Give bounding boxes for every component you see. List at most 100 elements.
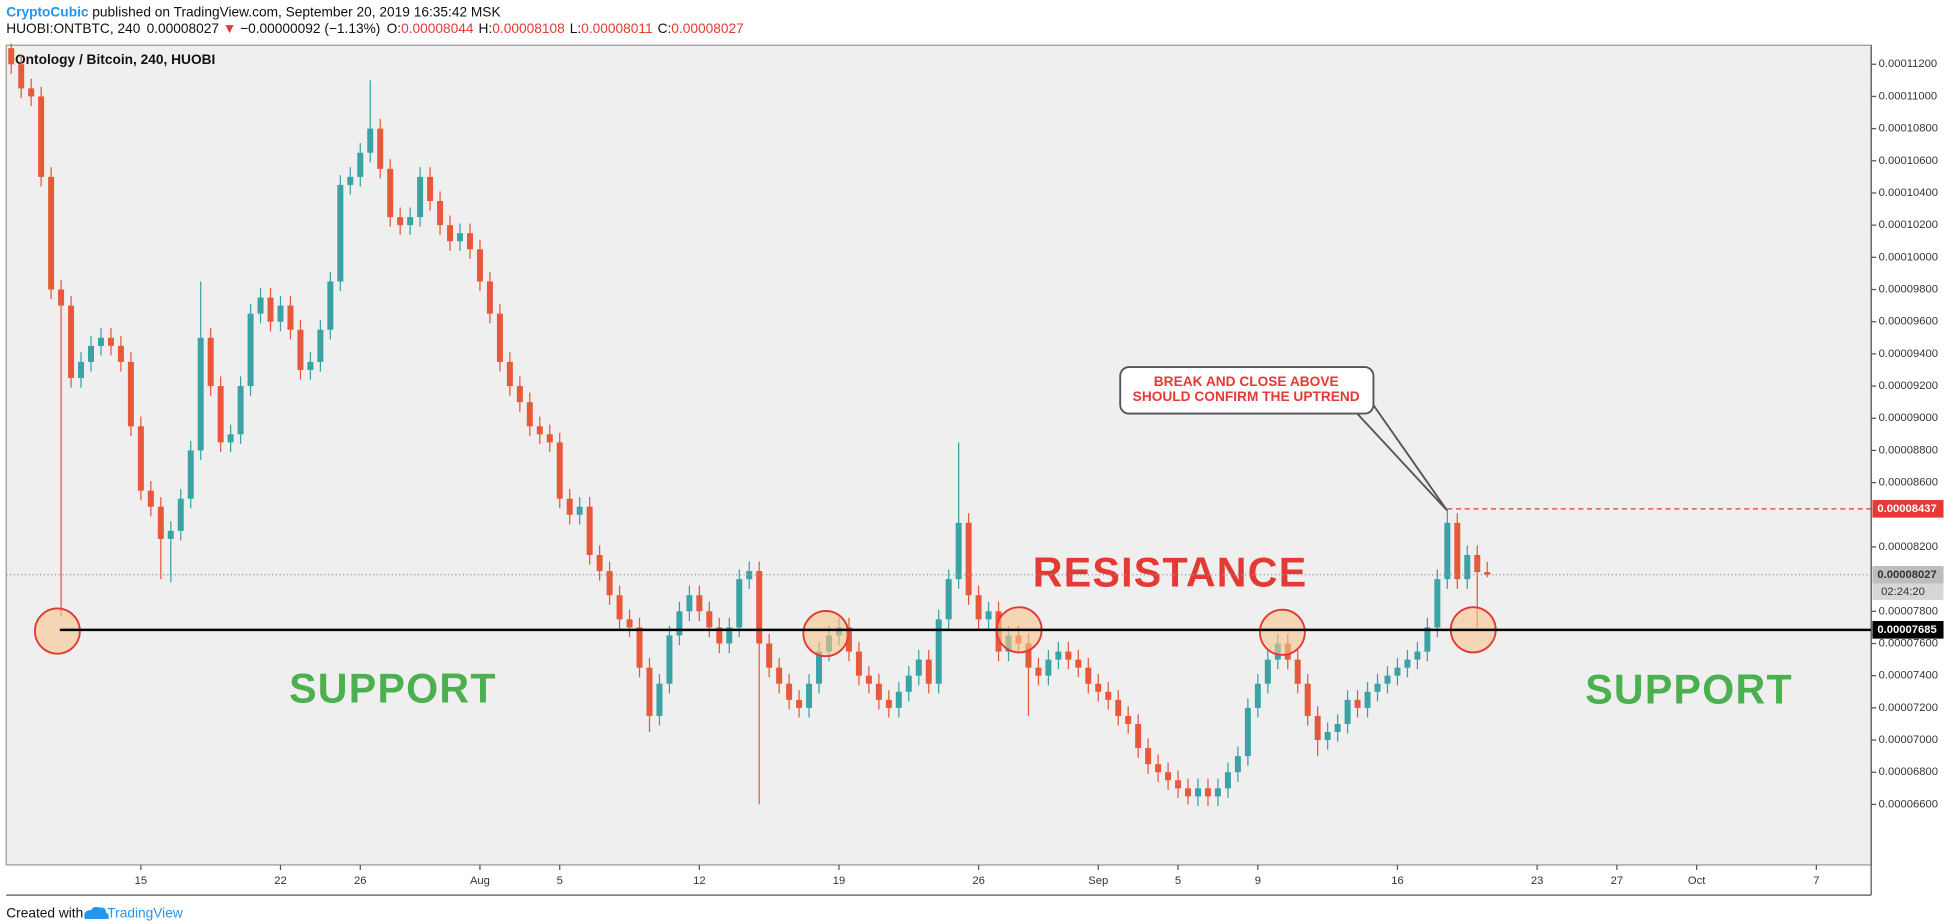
x-tick-label: 5 bbox=[1175, 875, 1181, 887]
candle-body bbox=[1244, 707, 1251, 757]
candle-body bbox=[656, 683, 663, 716]
circle bbox=[1258, 608, 1306, 656]
y-tick-label: 0.00009000 bbox=[1879, 412, 1938, 424]
candle-body bbox=[297, 329, 304, 370]
candle-body bbox=[437, 201, 444, 226]
candle-body bbox=[1344, 699, 1351, 724]
candle-body bbox=[955, 522, 962, 580]
y-tick-label: 0.00006600 bbox=[1879, 798, 1938, 810]
direction: ▼ bbox=[223, 21, 237, 36]
candle-body bbox=[1224, 772, 1231, 789]
candle-body bbox=[367, 128, 374, 153]
change: −0.00000092 (−1.13%) bbox=[240, 21, 380, 36]
y-tick-label: 0.00011000 bbox=[1879, 90, 1937, 102]
candle-body bbox=[1065, 651, 1072, 660]
y-tick-label: 0.00010800 bbox=[1879, 123, 1938, 135]
published: published on TradingView.com, September … bbox=[92, 4, 501, 19]
candle-body bbox=[107, 337, 114, 346]
x-tick-label: 26 bbox=[354, 875, 366, 887]
candle-body bbox=[147, 490, 154, 507]
candle-body bbox=[646, 667, 653, 716]
candle-body bbox=[277, 305, 284, 322]
countdown: 02:24:20 bbox=[1881, 586, 1925, 598]
candle-body bbox=[1444, 522, 1451, 580]
candle-body bbox=[117, 345, 124, 362]
resistance-price: 0.00008437 bbox=[1877, 503, 1936, 515]
resistance-price-box bbox=[1872, 500, 1944, 518]
candle-body bbox=[686, 595, 693, 612]
resistance-label: RESISTANCE bbox=[1033, 550, 1308, 596]
candle-body bbox=[177, 498, 184, 531]
candle-body bbox=[417, 176, 424, 218]
candle-body bbox=[197, 337, 204, 451]
y-tick-label: 0.00007400 bbox=[1879, 670, 1938, 682]
candle-body bbox=[556, 442, 563, 499]
candle-body bbox=[1125, 715, 1132, 724]
candle-body bbox=[1304, 683, 1311, 716]
candle-body bbox=[157, 506, 164, 539]
candle-body bbox=[257, 297, 264, 314]
logo bbox=[84, 906, 109, 919]
footer-text: Created with bbox=[6, 906, 83, 921]
candle-body bbox=[8, 48, 15, 65]
x-tick-label: 7 bbox=[1813, 875, 1819, 887]
candle-body bbox=[546, 434, 553, 443]
candle-body bbox=[696, 595, 703, 612]
candle-body bbox=[816, 651, 823, 684]
candle-body bbox=[28, 88, 35, 97]
candle-body bbox=[786, 683, 793, 700]
candle-body bbox=[78, 361, 85, 379]
high-value: 0.00008108 bbox=[492, 21, 565, 36]
candle-body bbox=[716, 627, 723, 644]
candle-body bbox=[1214, 788, 1221, 797]
candle-body bbox=[1394, 667, 1401, 676]
candle-body bbox=[766, 643, 773, 668]
x-tick-label: 15 bbox=[135, 875, 147, 887]
candle-body bbox=[516, 386, 523, 403]
candle-body bbox=[1045, 659, 1052, 676]
x-tick-label: 19 bbox=[833, 875, 845, 887]
candle-body bbox=[1075, 659, 1082, 668]
y-tick-label: 0.00010000 bbox=[1879, 251, 1938, 263]
candle-body bbox=[187, 450, 194, 499]
candle-body bbox=[965, 522, 972, 596]
candle-body bbox=[1035, 667, 1042, 676]
y-tick-label: 0.00007800 bbox=[1879, 605, 1938, 617]
candle-body bbox=[756, 571, 763, 644]
candle-body bbox=[1464, 555, 1471, 580]
low-value: 0.00008011 bbox=[581, 21, 652, 36]
candle-body bbox=[776, 667, 783, 684]
candle-body bbox=[88, 345, 94, 362]
candle-body bbox=[626, 619, 633, 628]
candle-body bbox=[447, 225, 454, 242]
candle-body bbox=[1354, 699, 1361, 708]
candle-body bbox=[486, 281, 493, 314]
candle-body bbox=[127, 361, 134, 427]
candle-body bbox=[227, 434, 234, 443]
candle-body bbox=[1454, 522, 1461, 580]
support-label: SUPPORT bbox=[1585, 667, 1793, 713]
y-tick-label: 0.00008200 bbox=[1879, 541, 1938, 553]
candle-body bbox=[845, 627, 852, 652]
candle-body bbox=[1025, 643, 1032, 668]
candle-body bbox=[237, 386, 244, 435]
candle-body bbox=[38, 96, 45, 177]
y-tick-label: 0.00009800 bbox=[1879, 283, 1938, 295]
candle-body bbox=[945, 579, 952, 620]
candle-body bbox=[1264, 659, 1271, 684]
candle-body bbox=[1434, 579, 1441, 628]
candle-body bbox=[536, 426, 543, 435]
candle-body bbox=[1055, 651, 1062, 660]
candle-body bbox=[636, 627, 643, 668]
x-tick-label: 5 bbox=[557, 875, 563, 887]
x-tick-label: 27 bbox=[1611, 875, 1623, 887]
candle-body bbox=[726, 627, 733, 644]
candle-body bbox=[267, 297, 274, 322]
x-tick-label: 26 bbox=[972, 875, 984, 887]
candle-body bbox=[666, 635, 673, 684]
candle-body bbox=[476, 249, 483, 282]
candle-body bbox=[1195, 788, 1201, 797]
y-tick-label: 0.00008600 bbox=[1879, 477, 1938, 489]
candle-body bbox=[217, 386, 224, 443]
candle-body bbox=[48, 176, 55, 290]
